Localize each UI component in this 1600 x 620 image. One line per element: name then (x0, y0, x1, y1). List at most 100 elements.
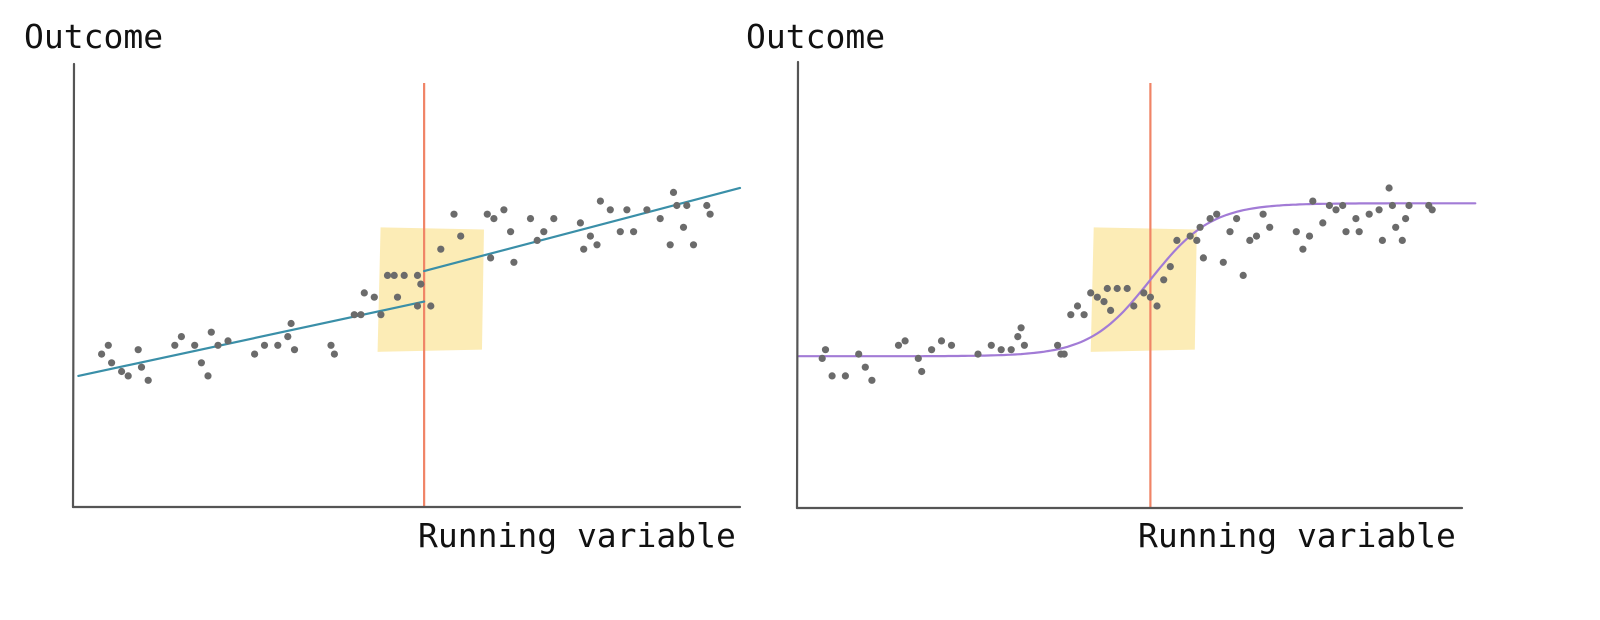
left-data-point (287, 319, 295, 328)
left-data-point (703, 201, 711, 210)
left-data-point (144, 376, 152, 384)
right-data-point (987, 341, 995, 349)
left-y-axis (71, 62, 76, 509)
left-data-point (593, 241, 601, 249)
left-y-axis-label: Outcome (24, 17, 163, 56)
left-data-point (643, 206, 651, 214)
right-data-point (1196, 223, 1204, 231)
left-data-point (330, 350, 338, 358)
right-data-point (918, 367, 926, 376)
left-data-point (214, 341, 222, 349)
right-data-point (1226, 228, 1234, 236)
left-data-point (98, 350, 106, 358)
right-data-point (1378, 236, 1386, 244)
right-data-point (894, 341, 903, 349)
left-data-point (370, 293, 378, 301)
left-data-point (197, 359, 205, 367)
right-data-point (868, 376, 876, 384)
right-y-axis-label: Outcome (746, 17, 885, 56)
left-data-point (580, 245, 588, 253)
left-data-point (327, 341, 335, 349)
left-highlight-band (377, 227, 484, 352)
left-data-point (669, 188, 678, 196)
right-data-point (1233, 215, 1241, 223)
left-data-point (191, 341, 199, 349)
right-data-point (1093, 293, 1101, 301)
left-fit-line-above-cutoff (423, 186, 742, 273)
right-data-point (1014, 333, 1022, 341)
right-data-point (1342, 228, 1350, 236)
right-data-point (937, 337, 946, 345)
left-data-point (596, 197, 605, 205)
left-data-point (427, 302, 435, 310)
left-data-point (260, 341, 269, 349)
right-data-point (1339, 201, 1347, 210)
left-data-point (616, 228, 624, 236)
right-data-point (1398, 236, 1406, 244)
left-data-point (673, 201, 681, 210)
left-data-point (350, 311, 358, 319)
right-data-point (855, 350, 863, 358)
left-data-point (526, 215, 535, 223)
left-data-point (666, 241, 674, 249)
right-data-point (1259, 210, 1267, 218)
right-data-point (1067, 311, 1075, 319)
right-data-point (1252, 232, 1261, 240)
right-data-point (947, 341, 956, 349)
left-data-point (224, 337, 232, 345)
left-x-axis-label: Running variable (418, 516, 736, 555)
right-data-point (1054, 341, 1062, 349)
left-data-point (274, 341, 282, 349)
left-data-point (290, 346, 299, 354)
right-data-point (1020, 341, 1028, 349)
left-data-point (104, 341, 112, 349)
right-data-point (1080, 311, 1088, 319)
left-data-point (550, 215, 558, 223)
right-data-point (1375, 206, 1383, 214)
right-data-point (1219, 258, 1227, 266)
right-data-point (1107, 306, 1115, 314)
right-data-point (1140, 289, 1148, 297)
left-data-point (124, 372, 132, 380)
right-data-point (1199, 254, 1207, 262)
left-data-point (623, 206, 631, 214)
right-data-point (1299, 245, 1307, 253)
right-y-axis (795, 60, 800, 510)
right-data-point (1103, 284, 1111, 293)
right-data-point (1007, 346, 1015, 354)
right-data-point (1060, 350, 1068, 358)
right-data-point (1355, 228, 1363, 236)
right-data-point (828, 372, 836, 380)
left-data-point (393, 293, 402, 301)
right-data-point (1123, 284, 1131, 293)
right-data-point (1325, 201, 1333, 210)
right-data-point (1388, 201, 1396, 210)
left-fit-line-below-cutoff (77, 300, 426, 377)
right-data-point (818, 354, 826, 362)
left-data-point (483, 210, 491, 218)
right-data-point (1332, 206, 1340, 214)
left-data-point (457, 232, 465, 240)
right-data-point (1186, 232, 1194, 240)
left-data-point (207, 328, 215, 336)
right-data-point (1405, 201, 1413, 210)
left-data-point (533, 236, 541, 244)
right-data-point (974, 350, 982, 358)
right-data-point (861, 363, 869, 371)
right-data-point (1425, 201, 1433, 210)
left-data-point (576, 219, 585, 227)
right-data-point (1292, 228, 1300, 236)
right-data-point (1173, 236, 1181, 244)
right-data-point (841, 372, 850, 380)
left-data-point (706, 210, 714, 218)
left-data-point (510, 258, 518, 266)
right-data-point (1305, 232, 1314, 240)
left-data-point (360, 289, 368, 297)
right-data-point (1017, 324, 1025, 332)
left-data-point (284, 333, 292, 341)
left-data-point (383, 271, 392, 279)
right-data-point (1100, 298, 1108, 306)
right-fit-curve (797, 202, 1477, 358)
left-data-point (450, 210, 458, 218)
right-data-point (1213, 210, 1221, 218)
